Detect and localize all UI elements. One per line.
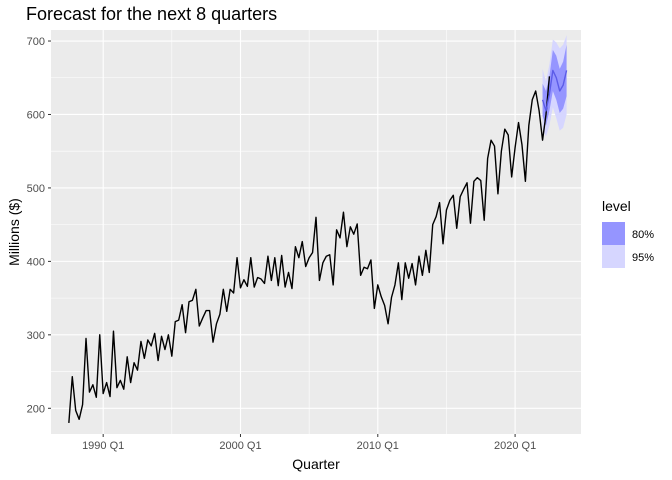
forecast-80-interval (542, 44, 567, 126)
plot-panel (51, 30, 581, 434)
forecast-mean-line (541, 69, 568, 112)
y-tick-label: 400 (27, 256, 45, 268)
forecast-intervals (542, 35, 567, 137)
historical-series-line (68, 76, 551, 424)
y-axis: 200 300 400 500 600 700 (27, 36, 51, 415)
x-axis-title: Quarter (292, 456, 340, 472)
chart-title: Forecast for the next 8 quarters (26, 4, 277, 24)
y-axis-title: Millions ($) (6, 198, 22, 266)
x-tick-label: 2010 Q1 (357, 440, 399, 452)
y-tick-label: 700 (27, 36, 45, 48)
legend: level 80% 95% (602, 198, 654, 268)
legend-label-95: 95% (632, 252, 654, 264)
legend-key-80 (602, 222, 625, 245)
grid-lines (51, 30, 581, 434)
y-tick-label: 300 (27, 330, 45, 342)
legend-key-95 (602, 245, 625, 268)
series-lines (68, 69, 568, 424)
x-tick-label: 2000 Q1 (219, 440, 261, 452)
x-tick-label: 2020 Q1 (494, 440, 536, 452)
x-axis: 1990 Q1 2000 Q1 2010 Q1 2020 Q1 (82, 434, 536, 452)
x-tick-label: 1990 Q1 (82, 440, 124, 452)
legend-title: level (602, 198, 631, 214)
y-tick-label: 200 (27, 403, 45, 415)
y-tick-label: 500 (27, 183, 45, 195)
legend-label-80: 80% (632, 229, 654, 241)
y-tick-label: 600 (27, 109, 45, 121)
